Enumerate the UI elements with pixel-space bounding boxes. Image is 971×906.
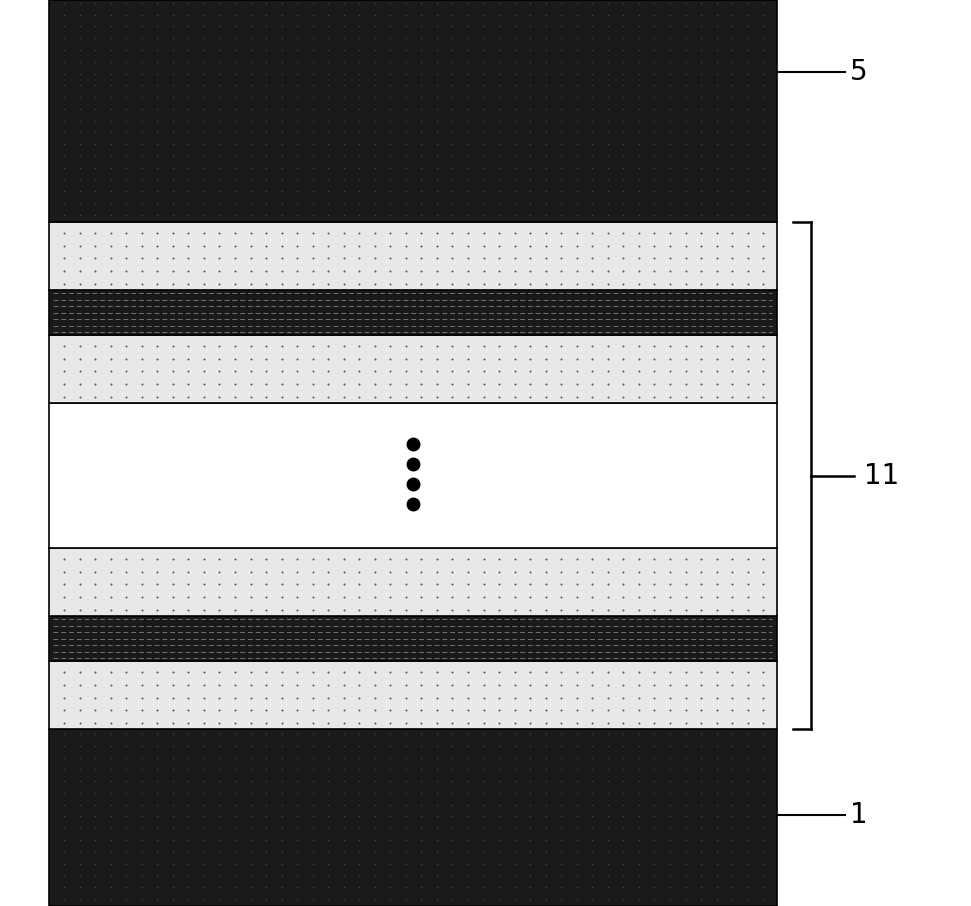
Bar — [49, 616, 777, 661]
Text: 11: 11 — [864, 462, 899, 489]
Bar — [49, 0, 777, 222]
Bar — [49, 403, 777, 548]
Text: 1: 1 — [850, 802, 867, 829]
Text: 5: 5 — [850, 59, 867, 86]
Bar — [49, 222, 777, 290]
Bar — [49, 548, 777, 616]
Bar — [49, 661, 777, 729]
Bar — [49, 335, 777, 403]
Bar — [49, 290, 777, 335]
Bar — [49, 729, 777, 906]
